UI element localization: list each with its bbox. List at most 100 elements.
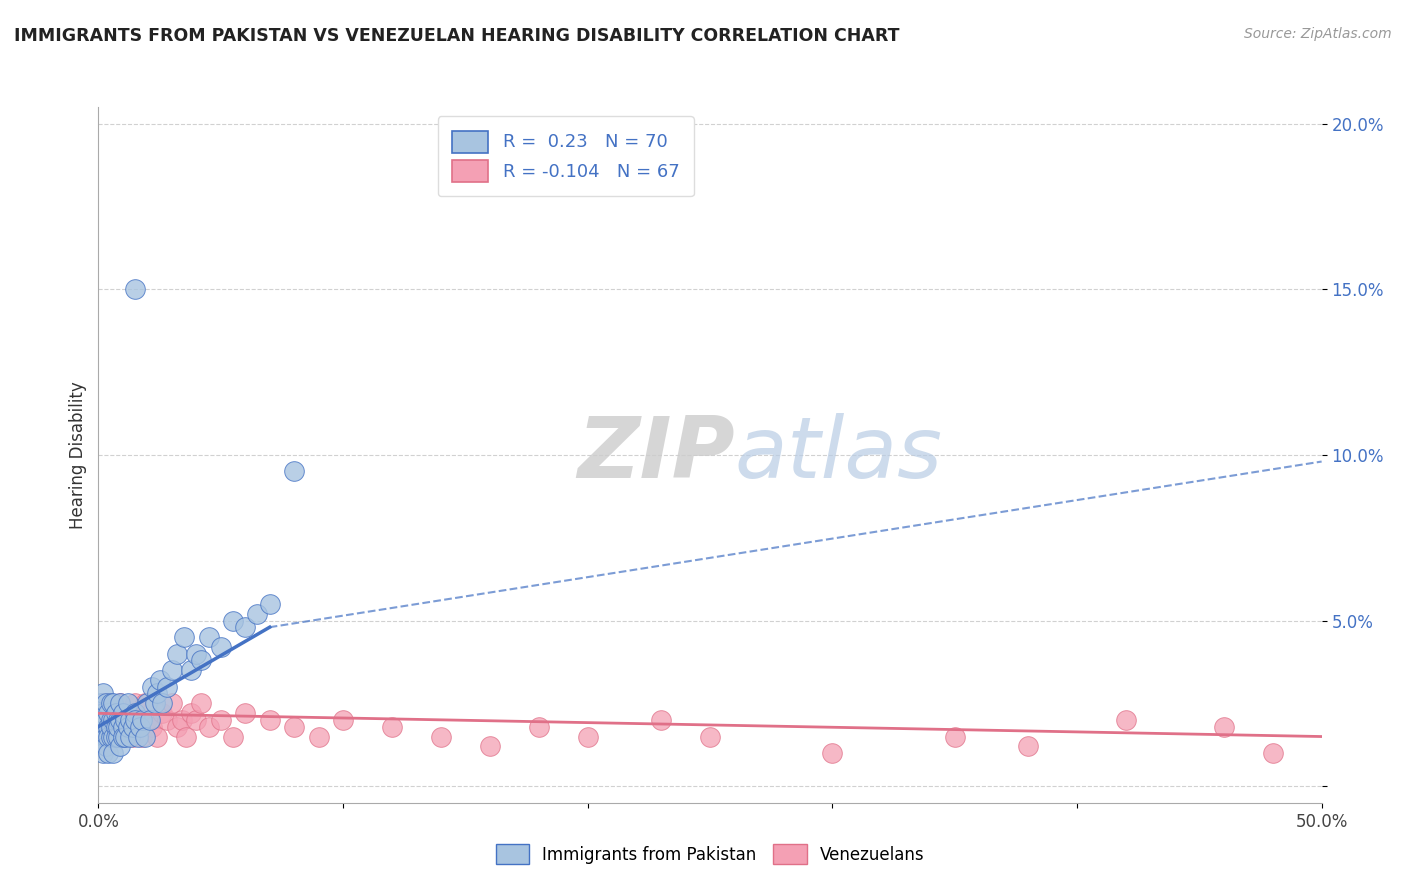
Point	[104, 720, 127, 734]
Point	[1017, 739, 1039, 754]
Point	[186, 647, 208, 661]
Point	[100, 697, 122, 711]
Point	[97, 706, 120, 721]
Point	[141, 720, 163, 734]
Point	[90, 730, 112, 744]
Point	[97, 713, 120, 727]
Point	[1212, 720, 1234, 734]
Point	[141, 680, 163, 694]
Point	[110, 720, 132, 734]
Point	[259, 597, 281, 611]
Point	[100, 713, 122, 727]
Point	[121, 720, 143, 734]
Point	[283, 465, 305, 479]
Point	[124, 697, 146, 711]
Point	[127, 730, 149, 744]
Point	[104, 706, 127, 721]
Point	[94, 713, 117, 727]
Point	[97, 697, 120, 711]
Point	[90, 713, 112, 727]
Point	[381, 720, 404, 734]
Point	[1261, 746, 1284, 760]
Point	[156, 680, 179, 694]
Point	[107, 713, 129, 727]
Point	[117, 697, 139, 711]
Point	[94, 739, 117, 754]
Point	[134, 730, 156, 744]
Point	[111, 730, 134, 744]
Point	[90, 697, 112, 711]
Point	[233, 706, 256, 721]
Point	[197, 630, 219, 644]
Point	[114, 730, 136, 744]
Point	[91, 713, 114, 727]
Point	[100, 720, 122, 734]
Point	[136, 697, 159, 711]
Point	[114, 720, 136, 734]
Point	[90, 720, 112, 734]
Point	[124, 706, 146, 721]
Point	[100, 706, 122, 721]
Text: atlas: atlas	[734, 413, 942, 497]
Text: ZIP: ZIP	[576, 413, 734, 497]
Point	[156, 713, 179, 727]
Text: Source: ZipAtlas.com: Source: ZipAtlas.com	[1244, 27, 1392, 41]
Point	[150, 706, 173, 721]
Point	[209, 713, 232, 727]
Point	[176, 730, 198, 744]
Point	[146, 730, 169, 744]
Point	[110, 713, 132, 727]
Point	[136, 713, 159, 727]
Y-axis label: Hearing Disability: Hearing Disability	[69, 381, 87, 529]
Point	[120, 730, 142, 744]
Point	[146, 686, 169, 700]
Point	[91, 686, 114, 700]
Point	[91, 706, 114, 721]
Point	[110, 697, 132, 711]
Point	[576, 730, 599, 744]
Point	[110, 739, 132, 754]
Point	[117, 706, 139, 721]
Point	[101, 746, 124, 760]
Point	[107, 730, 129, 744]
Point	[143, 697, 166, 711]
Point	[97, 730, 120, 744]
Point	[120, 713, 142, 727]
Point	[127, 720, 149, 734]
Point	[111, 713, 134, 727]
Point	[111, 730, 134, 744]
Point	[117, 720, 139, 734]
Point	[101, 713, 124, 727]
Point	[180, 663, 202, 677]
Point	[104, 720, 127, 734]
Point	[160, 697, 183, 711]
Point	[104, 730, 127, 744]
Point	[94, 720, 117, 734]
Point	[222, 614, 245, 628]
Point	[209, 640, 232, 654]
Point	[101, 713, 124, 727]
Point	[197, 720, 219, 734]
Point	[94, 706, 117, 721]
Point	[332, 713, 354, 727]
Point	[180, 706, 202, 721]
Point	[129, 713, 152, 727]
Point	[124, 282, 146, 296]
Point	[821, 746, 844, 760]
Point	[139, 713, 162, 727]
Point	[222, 730, 245, 744]
Point	[120, 713, 142, 727]
Point	[91, 746, 114, 760]
Point	[430, 730, 453, 744]
Point	[110, 697, 132, 711]
Point	[94, 739, 117, 754]
Point	[190, 697, 212, 711]
Point	[943, 730, 966, 744]
Point	[97, 720, 120, 734]
Point	[150, 697, 173, 711]
Point	[111, 720, 134, 734]
Point	[160, 663, 183, 677]
Point	[100, 730, 122, 744]
Point	[97, 746, 120, 760]
Point	[114, 713, 136, 727]
